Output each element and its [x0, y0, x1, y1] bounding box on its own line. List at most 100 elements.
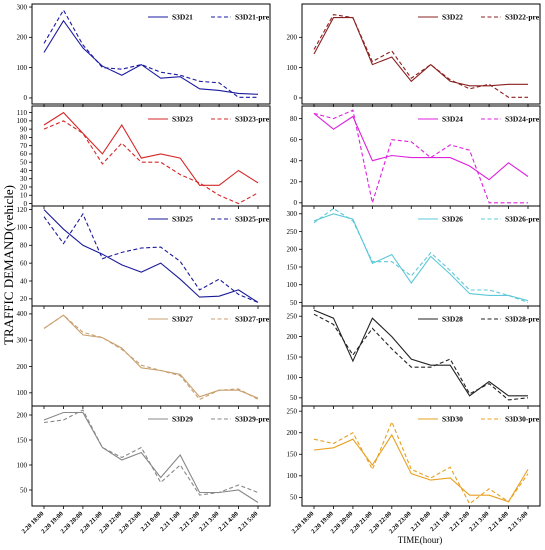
x-tick-label: 2.21 4:00 [487, 510, 510, 533]
y-tick-label: 200 [287, 429, 298, 437]
chart-panel-S3D24: 0 20 40 60 80 S3D24 S3D24-pre [290, 105, 541, 209]
y-tick-label: 50 [20, 486, 28, 494]
legend-label: S3D27-pre [235, 315, 270, 324]
figure-y-label: TRAFFIC DEMAND(vehicle) [1, 185, 16, 345]
y-tick-label: 300 [17, 3, 28, 11]
y-tick-label: 100 [17, 389, 28, 397]
y-tick-label: 120 [17, 206, 28, 214]
x-tick-label: 2.21 0:00 [410, 510, 433, 533]
chart-panel-S3D27: 100 200 300 400 S3D27 S3D27-pre [17, 305, 271, 409]
legend-label: S3D25-pre [235, 215, 270, 224]
y-tick-label: 100 [287, 374, 298, 382]
y-tick-label: 50 [290, 494, 298, 502]
y-tick-label: 100 [287, 281, 298, 289]
series-line-S3D24-pre [313, 109, 528, 205]
y-tick-label: 60 [20, 150, 28, 158]
legend-label: S3D21-pre [235, 13, 270, 22]
x-tick-label: 2.21 3:00 [468, 510, 491, 533]
series-line-S3D28-pre [313, 313, 529, 401]
y-tick-label: 40 [290, 157, 298, 165]
x-tick-label: 2.21 5:00 [237, 510, 260, 533]
x-tick-label: 2.21 3:00 [198, 510, 221, 533]
x-tick-label: 2.21 4:00 [217, 510, 240, 533]
x-tick-label: 2.21 1:00 [429, 510, 452, 533]
y-tick-label: 200 [17, 363, 28, 371]
legend-label: S3D28 [442, 315, 463, 324]
y-tick-label: 100 [17, 64, 28, 72]
legend-label: S3D23-pre [235, 115, 270, 124]
legend-label: S3D23 [172, 115, 193, 124]
y-tick-label: 100 [17, 117, 28, 125]
legend-label: S3D29-pre [235, 415, 270, 424]
chart-panel-S3D22: 0 100 200 S3D22 S3D22-pre [287, 3, 541, 107]
figure-x-label: TIME(hour) [398, 535, 443, 545]
y-tick-label: 50 [20, 158, 28, 166]
y-tick-label: 200 [17, 411, 28, 419]
legend-label: S3D24 [442, 115, 463, 124]
y-tick-label: 30 [20, 175, 28, 183]
x-tick-label: 2.21 5:00 [507, 510, 530, 533]
y-tick-label: 100 [287, 472, 298, 480]
series-line-S3D26 [313, 213, 529, 302]
y-tick-label: 200 [287, 246, 298, 254]
panel-frame [31, 405, 271, 507]
y-tick-label: 80 [290, 115, 298, 123]
legend-label: S3D26 [442, 215, 463, 224]
y-tick-label: 40 [20, 277, 28, 285]
y-tick-label: 10 [20, 192, 28, 200]
y-tick-label: 80 [20, 134, 28, 142]
panel-frame [301, 3, 541, 105]
y-tick-label: 20 [20, 295, 28, 303]
panel-frame [31, 3, 271, 105]
series-line-S3D26-pre [313, 207, 529, 304]
y-tick-label: 0 [24, 94, 28, 102]
legend-label: S3D21 [172, 13, 193, 22]
y-tick-label: 150 [17, 436, 28, 444]
y-tick-label: 110 [17, 109, 28, 117]
series-line-S3D24 [313, 112, 529, 181]
y-tick-label: 100 [17, 224, 28, 232]
legend-label: S3D28-pre [505, 315, 540, 324]
series-line-S3D23 [43, 111, 259, 186]
y-tick-label: 200 [287, 34, 298, 42]
chart-panel-S3D21: 0 100 200 300 S3D21 S3D21-pre [17, 3, 271, 107]
y-tick-label: 0 [294, 94, 298, 102]
y-tick-label: 50 [290, 394, 298, 402]
y-tick-label: 0 [24, 200, 28, 208]
series-line-S3D25-pre [43, 212, 259, 303]
series-line-S3D29-pre [43, 409, 259, 496]
y-tick-label: 80 [20, 242, 28, 250]
legend-label: S3D27 [172, 315, 193, 324]
series-line-S3D22 [313, 17, 528, 87]
y-tick-label: 300 [17, 337, 28, 345]
y-tick-label: 300 [287, 210, 298, 218]
series-line-S3D22-pre [313, 13, 528, 98]
y-tick-label: 100 [287, 64, 298, 72]
x-tick-label: 2.21 2:00 [178, 510, 201, 533]
series-line-S3D30-pre [313, 420, 529, 505]
y-tick-label: 50 [290, 299, 298, 307]
series-line-S3D30 [313, 433, 529, 503]
y-tick-label: 0 [294, 199, 298, 207]
series-line-S3D21-pre [43, 8, 258, 98]
y-tick-label: 60 [290, 136, 298, 144]
x-tick-label: 2.21 1:00 [159, 510, 182, 533]
series-line-S3D27 [43, 314, 259, 399]
y-tick-label: 250 [287, 407, 298, 415]
chart-panel-S3D26: 50 100 150 200 250 300 S3D26 S3D26-pre [287, 205, 541, 309]
y-tick-label: 150 [287, 353, 298, 361]
legend-label: S3D30-pre [505, 415, 540, 424]
series-line-S3D28 [313, 309, 528, 397]
chart-panel-S3D25: 20 40 60 80 100 120 S3D25 S3D25-pre [17, 205, 271, 309]
y-tick-label: 150 [287, 451, 298, 459]
y-tick-label: 150 [287, 263, 298, 271]
series-line-S3D21 [43, 19, 259, 95]
panel-frame [301, 405, 541, 507]
legend-label: S3D22 [442, 13, 463, 22]
y-tick-label: 60 [20, 259, 28, 267]
y-tick-label: 200 [287, 333, 298, 341]
